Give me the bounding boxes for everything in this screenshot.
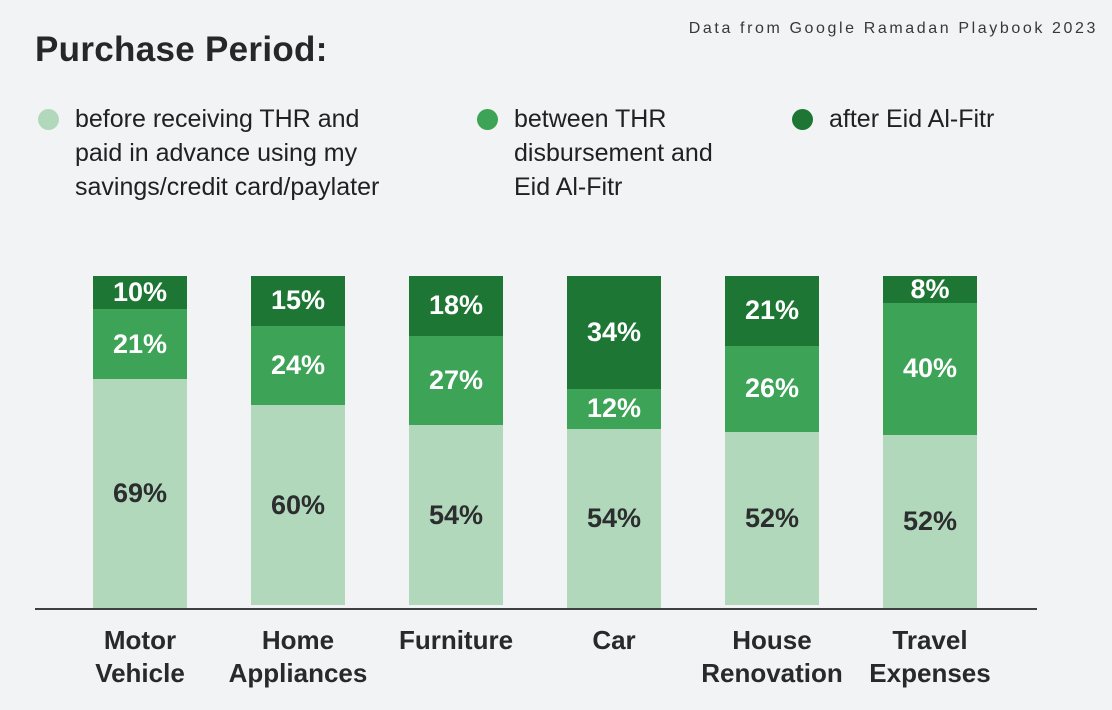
segment-value-label: 10% (112, 277, 168, 308)
segment-value-label: 40% (902, 353, 958, 384)
segment-between-thr-disbursement-home-appliances: 24% (251, 325, 345, 406)
segment-between-thr-disbursement-car: 12% (567, 388, 661, 429)
segment-after-eid-al-fitr-house-renovation: 21% (725, 276, 819, 346)
page-title: Purchase Period: (35, 30, 328, 69)
x-axis-label-furniture: Furniture (398, 625, 514, 655)
segment-value-label: 26% (744, 373, 800, 404)
legend-item-before-thr: before receiving THR and paid in advance … (38, 102, 468, 204)
legend-swatch-before-thr-icon (38, 109, 59, 130)
segment-between-thr-disbursement-furniture: 27% (409, 335, 503, 426)
x-axis-label-house-renovation: House Renovation (701, 625, 843, 688)
segment-after-eid-al-fitr-travel-expenses: 8% (883, 273, 977, 304)
bar-motor-vehicle: 10% 21% 69% (93, 276, 187, 608)
segment-value-label: 15% (270, 285, 326, 316)
segment-before-receiving-thr-and-house-renovation: 52% (725, 432, 819, 605)
segment-before-receiving-thr-and-travel-expenses: 52% (883, 435, 977, 608)
x-axis-label-home-appliances: Home Appliances (228, 625, 368, 688)
segment-value-label: 54% (428, 499, 484, 530)
segment-before-receiving-thr-and-motor-vehicle: 69% (93, 378, 187, 608)
segment-between-thr-disbursement-travel-expenses: 40% (883, 302, 977, 436)
x-axis-label-motor-vehicle: Motor Vehicle (95, 625, 185, 688)
segment-before-receiving-thr-and-car: 54% (567, 428, 661, 608)
segment-after-eid-al-fitr-furniture: 18% (409, 276, 503, 336)
segment-value-label: 54% (586, 502, 642, 533)
legend-label-after-eid: after Eid Al-Fitr (829, 105, 995, 133)
x-axis-line (35, 608, 1037, 610)
segment-value-label: 34% (586, 316, 642, 347)
legend-label-between-thr-eid: between THR disbursement and Eid Al-Fitr (514, 105, 713, 201)
bar-car: 34% 12% 54% (567, 276, 661, 608)
segment-value-label: 18% (428, 290, 484, 321)
legend-label-before-thr: before receiving THR and paid in advance … (75, 105, 380, 201)
stacked-bar-chart: 10% 21% 69% Motor Vehicle 15% 24% 60% Home Applia… (35, 273, 1037, 688)
segment-value-label: 52% (902, 506, 958, 537)
legend-swatch-between-thr-eid-icon (477, 109, 498, 130)
segment-value-label: 21% (112, 328, 168, 359)
segment-between-thr-disbursement-house-renovation: 26% (725, 345, 819, 433)
segment-value-label: 8% (910, 273, 950, 304)
segment-value-label: 12% (586, 393, 642, 424)
segment-value-label: 69% (112, 477, 168, 508)
bar-house-renovation: 21% 26% 52% (725, 276, 819, 608)
segment-after-eid-al-fitr-home-appliances: 15% (251, 276, 345, 326)
x-axis-label-car: Car (592, 625, 636, 655)
segment-before-receiving-thr-and-home-appliances: 60% (251, 405, 345, 605)
bar-travel-expenses: 8% 40% 52% (883, 273, 977, 608)
segment-after-eid-al-fitr-car: 34% (567, 276, 661, 389)
segment-value-label: 27% (428, 365, 484, 396)
segment-after-eid-al-fitr-motor-vehicle: 10% (93, 276, 187, 310)
source-note: Data from Google Ramadan Playbook 2023 (688, 20, 1098, 37)
segment-before-receiving-thr-and-furniture: 54% (409, 425, 503, 605)
segment-value-label: 21% (744, 295, 800, 326)
legend-item-between-thr-eid: between THR disbursement and Eid Al-Fitr (477, 102, 787, 204)
legend-swatch-after-eid-icon (792, 109, 813, 130)
segment-value-label: 60% (270, 489, 326, 520)
bar-home-appliances: 15% 24% 60% (251, 276, 345, 608)
segment-value-label: 24% (270, 350, 326, 381)
x-axis-label-travel-expenses: Travel Expenses (869, 625, 991, 688)
segment-between-thr-disbursement-motor-vehicle: 21% (93, 309, 187, 379)
segment-value-label: 52% (744, 502, 800, 533)
bar-furniture: 18% 27% 54% (409, 276, 503, 608)
legend-item-after-eid: after Eid Al-Fitr (792, 102, 1107, 136)
